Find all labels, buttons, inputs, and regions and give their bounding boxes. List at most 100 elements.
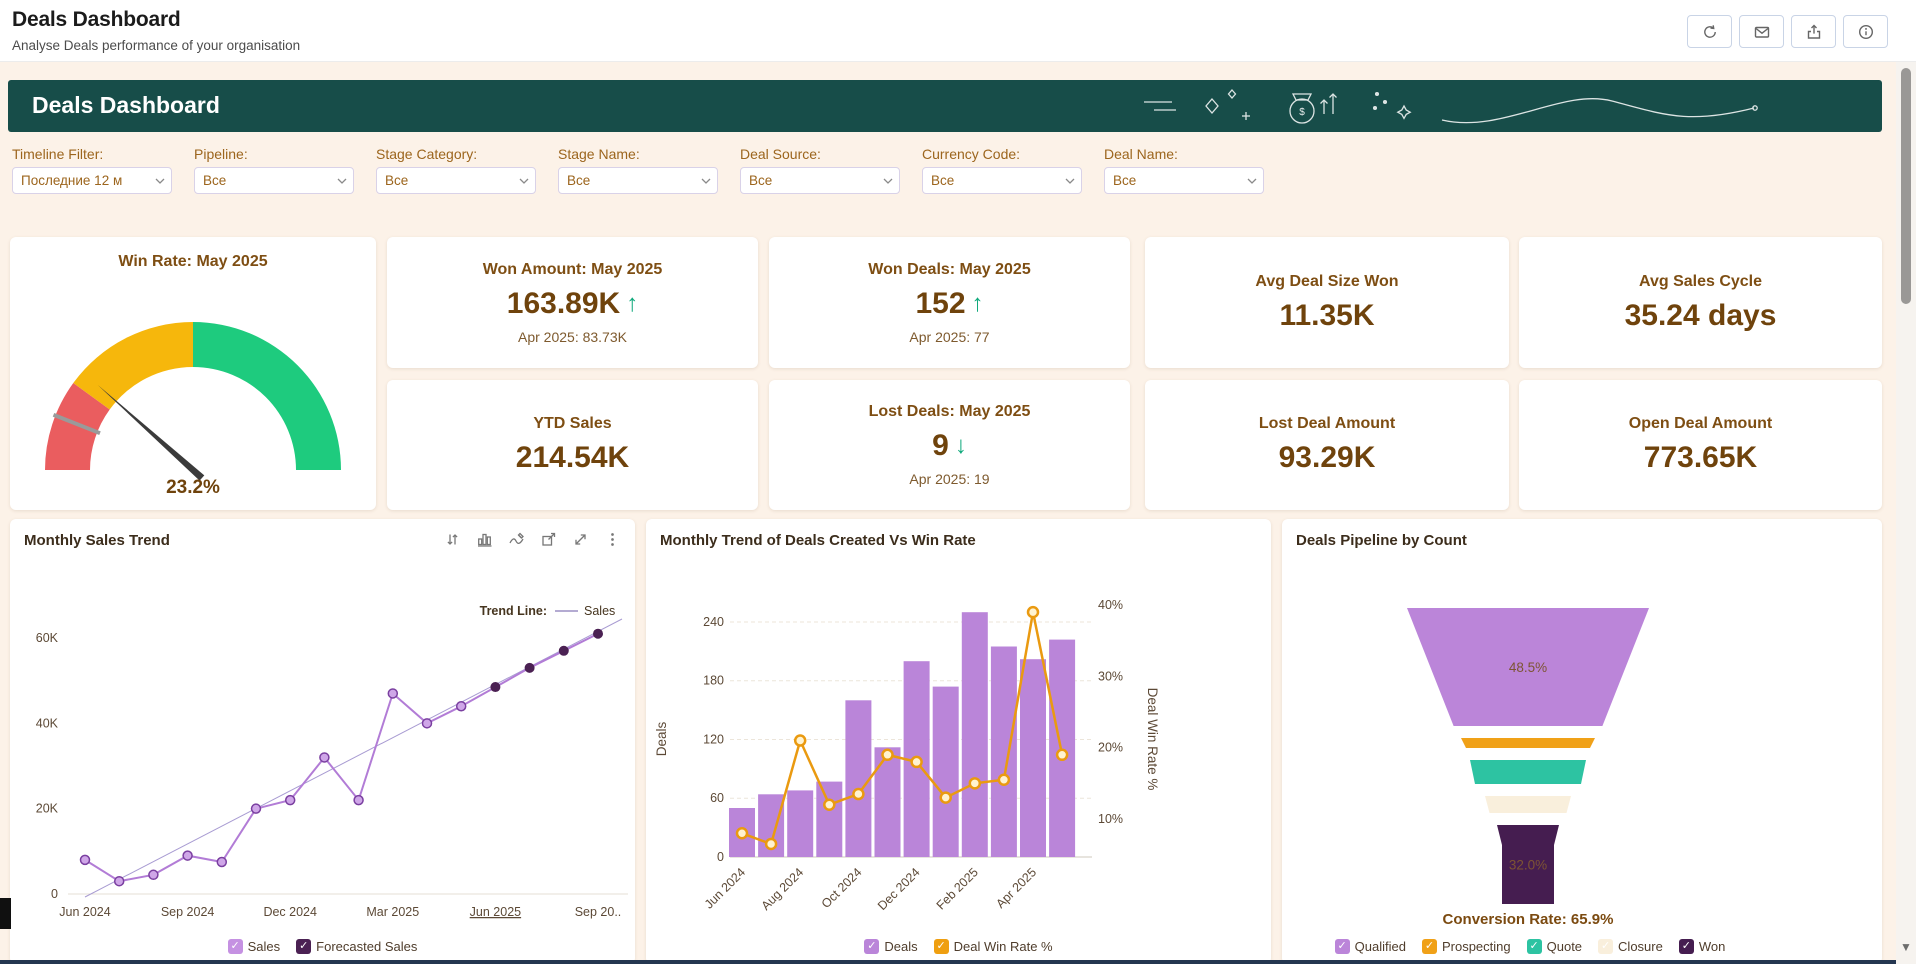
refresh-button[interactable] — [1687, 15, 1732, 48]
email-button[interactable] — [1739, 15, 1784, 48]
filter-dropdown-currency-code[interactable]: Все — [922, 167, 1082, 194]
deals-bar[interactable] — [1020, 659, 1046, 857]
win-rate-point[interactable] — [883, 750, 893, 760]
win-rate-point[interactable] — [1057, 750, 1067, 760]
legend-item-deals[interactable]: ✓Deals — [864, 939, 917, 954]
legend-checkbox[interactable]: ✓ — [296, 939, 311, 954]
deals-bar[interactable] — [816, 782, 842, 857]
header-actions — [1687, 15, 1888, 48]
kpi-value: 9↓ — [932, 429, 967, 463]
forecast-point[interactable] — [559, 646, 568, 655]
win-rate-point[interactable] — [824, 800, 834, 810]
sales-point[interactable] — [217, 857, 226, 866]
filter-dropdown-deal-source[interactable]: Все — [740, 167, 900, 194]
scrollbar-thumb[interactable] — [1901, 68, 1911, 304]
funnel-stage-quote[interactable] — [1470, 760, 1586, 784]
sales-point[interactable] — [388, 689, 397, 698]
legend-item-won[interactable]: ✓Won — [1679, 939, 1726, 954]
sales-point[interactable] — [423, 719, 432, 728]
legend-item-forecasted-sales[interactable]: ✓Forecasted Sales — [296, 939, 417, 954]
export-button[interactable] — [1791, 15, 1836, 48]
forecast-point[interactable] — [594, 629, 603, 638]
info-icon — [1857, 23, 1875, 41]
scroll-down-icon[interactable]: ▼ — [1900, 940, 1912, 954]
filter-label: Currency Code: — [922, 146, 1082, 162]
deals-bar[interactable] — [962, 612, 988, 857]
legend-checkbox[interactable]: ✓ — [1335, 939, 1350, 954]
legend-checkbox[interactable]: ✓ — [1527, 939, 1542, 954]
open-new-icon[interactable] — [540, 531, 557, 548]
legend-item-prospecting[interactable]: ✓Prospecting — [1422, 939, 1511, 954]
svg-text:120: 120 — [703, 732, 724, 746]
deals-bar[interactable] — [787, 790, 813, 857]
legend-item-sales[interactable]: ✓Sales — [228, 939, 281, 954]
expand-icon[interactable] — [572, 531, 589, 548]
win-rate-point[interactable] — [795, 736, 805, 746]
svg-text:Trend Line:: Trend Line: — [480, 604, 547, 618]
win-rate-point[interactable] — [853, 789, 863, 799]
vertical-scrollbar[interactable]: ▼ — [1896, 62, 1916, 964]
funnel-stage-prospecting[interactable] — [1461, 738, 1595, 748]
kpi-title: Lost Deals: May 2025 — [869, 403, 1031, 421]
info-button[interactable] — [1843, 15, 1888, 48]
legend-label: Qualified — [1355, 939, 1406, 954]
legend-item-quote[interactable]: ✓Quote — [1527, 939, 1582, 954]
sales-point[interactable] — [149, 870, 158, 879]
kpi-card-lost-deals-may-2025: Lost Deals: May 20259↓Apr 2025: 19 — [769, 380, 1130, 510]
win-rate-point[interactable] — [999, 775, 1009, 785]
panel-deals-vs-win-rate: Monthly Trend of Deals Created Vs Win Ra… — [646, 519, 1271, 964]
legend-item-deal-win-rate[interactable]: ✓Deal Win Rate % — [934, 939, 1053, 954]
sales-point[interactable] — [286, 796, 295, 805]
win-rate-point[interactable] — [912, 757, 922, 767]
deals-bar[interactable] — [845, 700, 871, 857]
panel-title: Monthly Sales Trend — [24, 532, 170, 549]
filter-label: Pipeline: — [194, 146, 354, 162]
deals-bar[interactable] — [1049, 640, 1075, 857]
win-rate-point[interactable] — [766, 839, 776, 849]
sales-point[interactable] — [457, 702, 466, 711]
deals-bar[interactable] — [875, 747, 901, 857]
draw-icon[interactable] — [508, 531, 525, 548]
sort-icon[interactable] — [444, 531, 461, 548]
column-chart-icon[interactable] — [476, 531, 493, 548]
win-rate-point[interactable] — [941, 793, 951, 803]
sales-point[interactable] — [115, 877, 124, 886]
deals-bar[interactable] — [933, 687, 959, 857]
legend-checkbox[interactable]: ✓ — [864, 939, 879, 954]
legend-checkbox[interactable]: ✓ — [1679, 939, 1694, 954]
sales-point[interactable] — [183, 851, 192, 860]
sales-point[interactable] — [354, 796, 363, 805]
filter-bar: Timeline Filter:Последние 12 м Pipeline: В… — [12, 146, 1264, 194]
more-icon[interactable] — [604, 531, 621, 548]
filter-dropdown-pipeline[interactable]: Все — [194, 167, 354, 194]
win-rate-point[interactable] — [970, 778, 980, 788]
legend-checkbox[interactable]: ✓ — [1422, 939, 1437, 954]
win-rate-point[interactable] — [1028, 607, 1038, 617]
sales-point[interactable] — [81, 855, 90, 864]
filter-deal-name: Deal Name:Все — [1104, 146, 1264, 194]
svg-text:Feb 2025: Feb 2025 — [934, 865, 981, 912]
filter-timeline-filter: Timeline Filter:Последние 12 м — [12, 146, 172, 194]
filter-dropdown-stage-category[interactable]: Все — [376, 167, 536, 194]
x-tick-current[interactable]: Jun 2025 — [470, 905, 521, 919]
kpi-value: 93.29K — [1279, 441, 1376, 475]
filter-label: Stage Category: — [376, 146, 536, 162]
forecast-point[interactable] — [525, 663, 534, 672]
email-icon — [1753, 23, 1771, 41]
deals-bar[interactable] — [991, 647, 1017, 858]
filter-dropdown-timeline-filter[interactable]: Последние 12 м — [12, 167, 172, 194]
sales-point[interactable] — [252, 804, 261, 813]
filter-pipeline: Pipeline: Все — [194, 146, 354, 194]
sales-point[interactable] — [320, 753, 329, 762]
legend-item-closure[interactable]: ✓Closure — [1598, 939, 1663, 954]
filter-dropdown-stage-name[interactable]: Все — [558, 167, 718, 194]
legend-checkbox[interactable]: ✓ — [934, 939, 949, 954]
legend-checkbox[interactable]: ✓ — [228, 939, 243, 954]
legend-checkbox[interactable]: ✓ — [1598, 939, 1613, 954]
win-rate-point[interactable] — [737, 828, 747, 838]
forecast-point[interactable] — [491, 683, 500, 692]
legend-item-qualified[interactable]: ✓ Qualified — [1335, 939, 1406, 954]
filter-label: Stage Name: — [558, 146, 718, 162]
funnel-stage-closure[interactable] — [1485, 796, 1571, 813]
filter-dropdown-deal-name[interactable]: Все — [1104, 167, 1264, 194]
